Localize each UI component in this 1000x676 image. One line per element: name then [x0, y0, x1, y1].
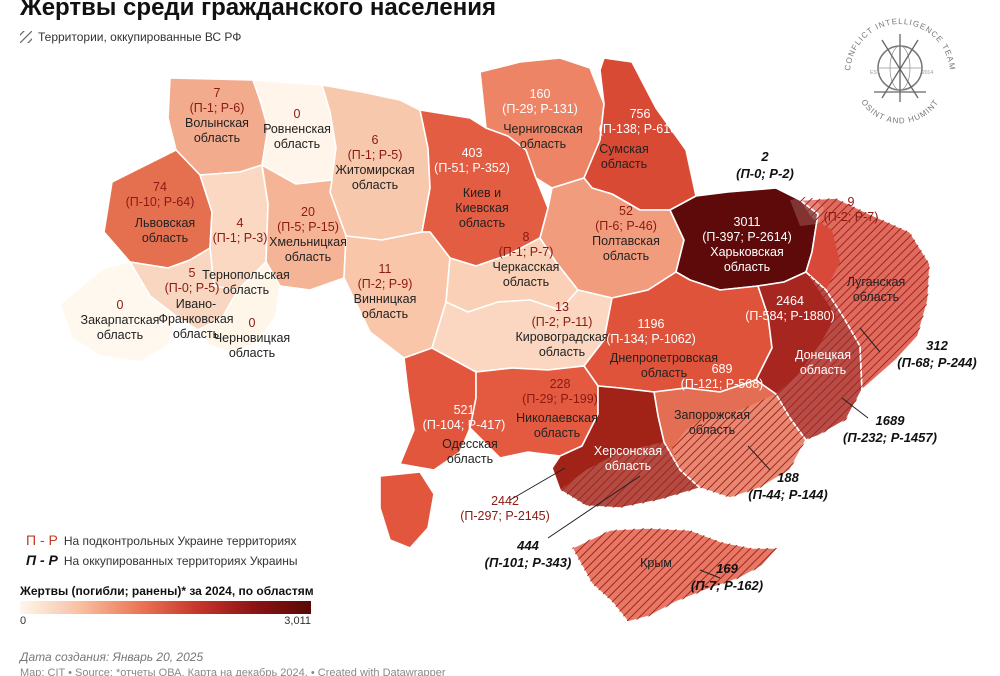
key-occupied-text: На оккупированных территориях Украины — [63, 554, 298, 568]
label-zakarpattia: 0 Закарпатская область — [80, 298, 160, 342]
scale-title: Жертвы (погибли; ранены)* за 2024, по об… — [20, 584, 314, 598]
label-crimea: Крым — [640, 556, 672, 570]
label-luhansk-name: Луганская область — [846, 275, 906, 304]
source-note: Map: CIT • Source: *отчеты ОВА. Карта на… — [20, 667, 446, 676]
label-ivano-frankivsk-total: 5 (П-0; Р-5) — [164, 266, 220, 295]
label-mykolaiv-total: 228 (П-29; Р-199) — [522, 377, 598, 406]
label-kyiv-name: Киев и Киевская область — [455, 186, 509, 230]
label-luhansk-total: 9 (П-2; Р-7) — [823, 195, 879, 224]
label-zaporizhzhia-name: Запорожская область — [673, 408, 751, 437]
key-controlled-text: На подконтрольных Украине территориях — [63, 534, 297, 548]
region-odesa[interactable] — [399, 347, 477, 471]
olabel-kherson-occupied: 444 (П-101; Р-343) — [484, 538, 572, 570]
label-zaporizhzhia-total: 689 (П-121; Р-568) — [680, 362, 764, 391]
label-kherson-name: Херсонская область — [593, 444, 663, 473]
label-volyn: 7 (П-1; Р-6) Волынская область — [185, 86, 249, 145]
arrows-icon — [874, 34, 926, 102]
label-mykolaiv-name: Николаевская область — [516, 411, 598, 440]
creation-date: Дата создания: Январь 20, 2025 — [20, 650, 204, 664]
occupied-legend-label: Территории, оккупированные ВС РФ — [38, 30, 242, 44]
region-chernivtsi[interactable] — [197, 261, 281, 353]
olabel-kharkiv-occupied: 2 (П-0; Р-2) — [736, 149, 794, 181]
label-odesa-total: 521 (П-104; Р-417) — [422, 403, 506, 432]
label-kyiv-total: 403 (П-51; Р-352) — [434, 146, 510, 175]
label-donetsk-name: Донецкая область — [794, 348, 852, 377]
label-kirovohrad: 13 (П-2; Р-11) Кировоградская область — [515, 300, 609, 359]
label-chernihiv-total: 160 (П-29; Р-131) — [502, 87, 578, 116]
label-dnipropetrovsk-total: 1196 (П-134; Р-1062) — [606, 317, 696, 346]
label-lviv-total: 74 (П-10; Р-64) — [125, 180, 195, 209]
occupied-legend: Территории, оккупированные ВС РФ — [20, 30, 241, 44]
label-kherson-total: 2442 (П-297; Р-2145) — [460, 494, 550, 523]
label-chernihiv-name: Черниговская область — [503, 122, 583, 151]
label-dnipropetrovsk-name: Днепропетровская область — [609, 351, 719, 380]
label-donetsk-total: 2464 (П-584; Р-1880) — [745, 294, 835, 323]
olabel-zaporizhzhia-occupied: 188 (П-44; Р-144) — [748, 470, 828, 502]
label-ternopil-total: 4 (П-1; Р-3) — [212, 216, 268, 245]
label-sumy-total: 756 (П-138; Р-618) — [598, 107, 682, 136]
label-rivne: 0 Ровненская область — [263, 107, 331, 151]
scale-min-label: 0 — [20, 615, 27, 627]
map-title: Жертвы среди гражданского населения — [20, 0, 496, 21]
logo-est: EST. — [870, 70, 881, 76]
key-controlled: П - Р На подконтрольных Украине территор… — [26, 532, 297, 548]
cit-logo: CONFLICT INTELLIGENCE TEAM OSINT AND HUM… — [843, 17, 956, 125]
label-cherkasy: 8 (П-1; Р-7) Черкасская область — [492, 230, 560, 289]
color-scale-bar — [20, 601, 311, 614]
label-ivano-frankivsk-name: Ивано- Франковская область — [158, 297, 234, 341]
label-ternopil-name: Тернопольская область — [202, 268, 290, 297]
key-occupied-symbol: П - Р — [26, 552, 58, 568]
region-zakarpattia[interactable] — [59, 261, 177, 363]
label-zhytomyr: 6 (П-1; Р-5) Житомирская область — [335, 133, 415, 192]
label-vinnytsia: 11 (П-2; Р-9) Винницкая область — [353, 262, 417, 321]
label-kharkiv: 3011 (П-397; Р-2614) Харьковская область — [702, 215, 792, 274]
label-khmelnytskyi: 20 (П-5; Р-15) Хмельницкая область — [269, 205, 347, 264]
leader-lines — [509, 327, 881, 579]
scale-max-label: 3,011 — [284, 615, 311, 627]
hatch-swatch-icon — [20, 31, 32, 43]
label-lviv-name: Львовская область — [134, 216, 196, 245]
label-poltava: 52 (П-6; Р-46) Полтавская область — [592, 204, 660, 263]
olabel-luhansk-occupied: 312 (П-68; Р-244) — [897, 338, 977, 370]
label-sumy-name: Сумская область — [599, 142, 649, 171]
olabel-crimea-occupied: 169 (П-7; Р-162) — [690, 561, 764, 593]
key-occupied: П - Р На оккупированных территориях Укра… — [26, 552, 297, 568]
label-odesa-name: Одесская область — [442, 437, 498, 466]
key-controlled-symbol: П - Р — [26, 532, 58, 548]
olabel-donetsk-occupied: 1689 (П-232; Р-1457) — [843, 413, 937, 445]
label-chernivtsi: 0 Черновицкая область — [213, 316, 291, 360]
logo-year: 2014 — [922, 70, 933, 76]
region-odesa-south[interactable] — [379, 471, 435, 549]
